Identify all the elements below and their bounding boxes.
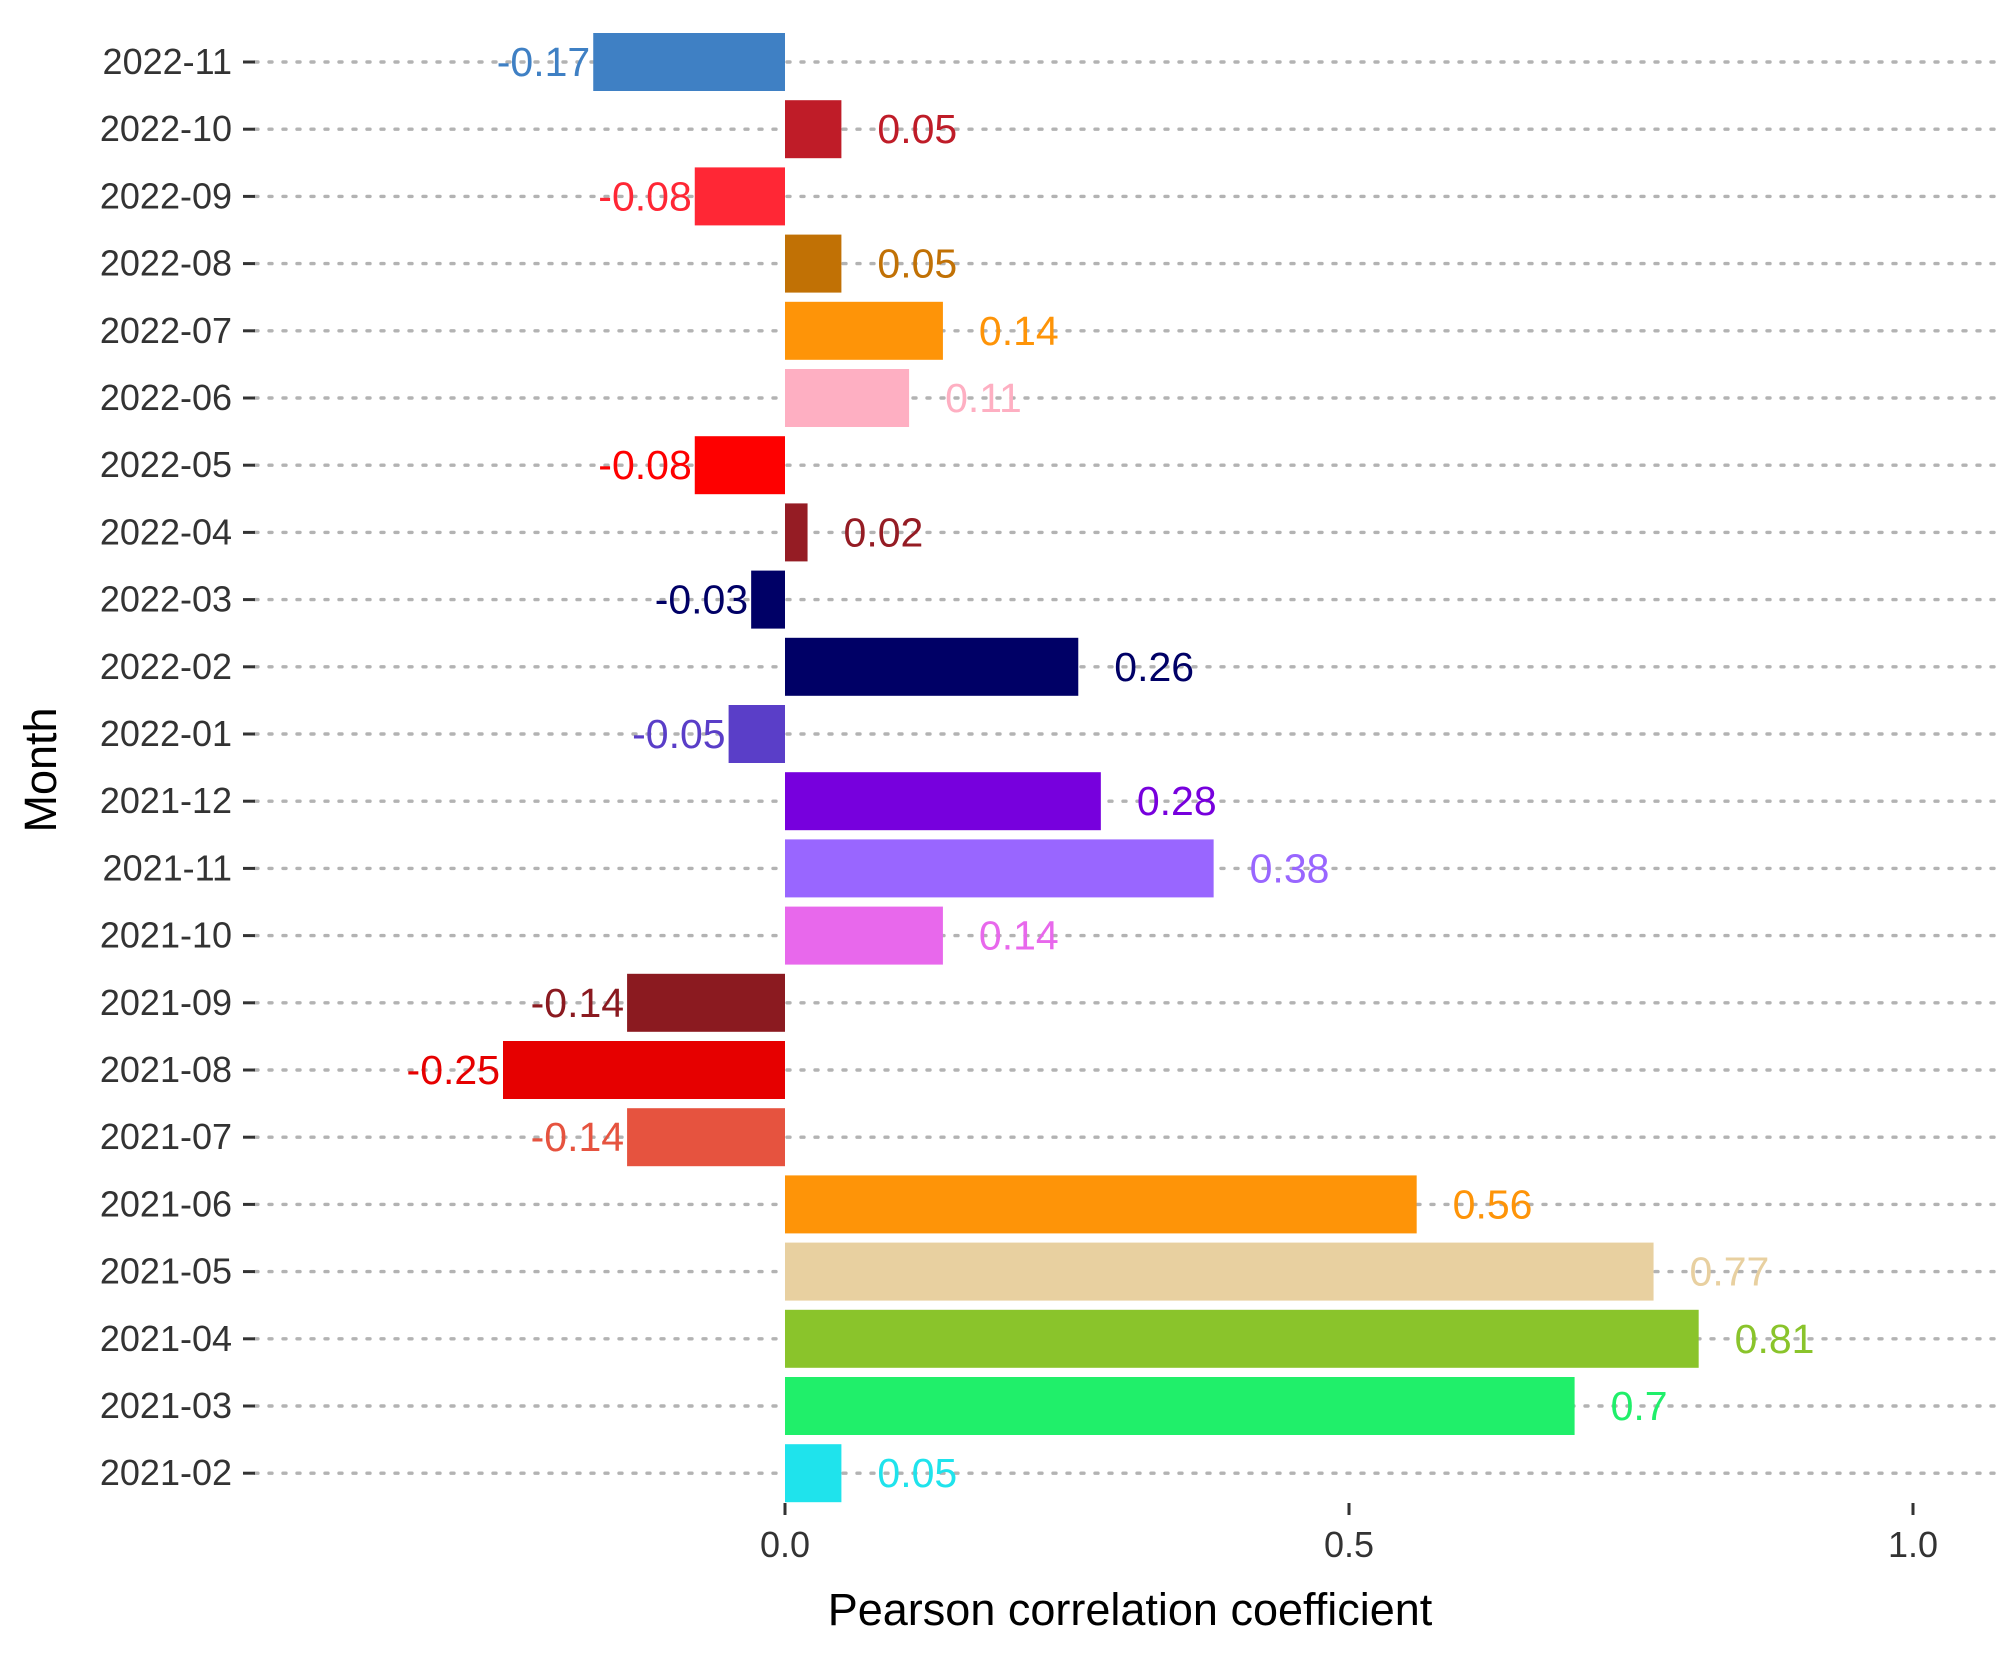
- bar-2021-04: [785, 1309, 1699, 1368]
- data-label-2022-10: 0.05: [877, 106, 957, 152]
- data-label-2021-03: 0.7: [1611, 1383, 1668, 1429]
- y-tick-label-2021-12: 2021-12: [100, 780, 232, 821]
- bar-2021-03: [785, 1377, 1575, 1435]
- y-tick-label-2022-06: 2022-06: [100, 377, 232, 418]
- data-label-2022-05: -0.08: [598, 442, 691, 488]
- bar-2021-07: [627, 1108, 785, 1167]
- data-label-2021-06: 0.56: [1453, 1181, 1533, 1227]
- x-tick-label-1: 0.5: [1324, 1524, 1374, 1565]
- bar-2022-10: [785, 100, 842, 159]
- data-label-2022-01: -0.05: [632, 711, 725, 757]
- data-label-2022-03: -0.03: [655, 577, 748, 623]
- bar-2022-09: [694, 167, 785, 226]
- x-tick-label-0: 0.0: [760, 1524, 810, 1565]
- x-axis-title: Pearson correlation coefficient: [828, 1584, 1433, 1635]
- y-tick-label-2021-11: 2021-11: [103, 847, 232, 888]
- data-label-2022-04: 0.02: [844, 509, 924, 555]
- bar-2022-11: [593, 33, 785, 91]
- data-label-2022-07: 0.14: [979, 308, 1059, 354]
- bar-2021-11: [785, 839, 1214, 898]
- data-label-2021-05: 0.77: [1690, 1249, 1770, 1295]
- data-label-2022-11: -0.17: [497, 39, 590, 85]
- y-tick-label-2022-05: 2022-05: [100, 444, 232, 485]
- y-tick-label-2022-11: 2022-11: [103, 41, 232, 82]
- y-tick-label-2022-07: 2022-07: [100, 310, 232, 351]
- bar-2021-06: [785, 1175, 1417, 1234]
- y-axis-title: Month: [15, 707, 66, 832]
- data-label-2021-11: 0.38: [1250, 845, 1330, 891]
- data-label-2021-12: 0.28: [1137, 778, 1217, 824]
- y-tick-label-2021-07: 2021-07: [100, 1116, 232, 1157]
- data-label-2022-06: 0.11: [945, 375, 1022, 421]
- y-axis: 2021-02 2021-03 2021-04 2021-05 2021-06 2021-…: [100, 41, 255, 1493]
- bar-2022-06: [785, 369, 910, 427]
- data-label-2022-08: 0.05: [877, 241, 957, 287]
- data-label-2021-10: 0.14: [979, 913, 1059, 959]
- y-tick-label-2021-05: 2021-05: [100, 1251, 232, 1292]
- y-tick-label-2022-01: 2022-01: [100, 713, 232, 754]
- bar-2021-12: [785, 772, 1101, 831]
- bar-2021-08: [503, 1041, 785, 1099]
- y-tick-label-2021-09: 2021-09: [100, 982, 232, 1023]
- y-tick-label-2021-02: 2021-02: [100, 1452, 232, 1493]
- y-tick-label-2021-04: 2021-04: [100, 1318, 232, 1359]
- data-label-2021-04: 0.81: [1735, 1316, 1815, 1362]
- data-label-2021-07: -0.14: [531, 1114, 624, 1160]
- bar-2022-04: [785, 503, 808, 562]
- y-tick-label-2022-03: 2022-03: [100, 579, 232, 620]
- bar-2022-05: [694, 436, 785, 495]
- bar-2022-01: [728, 705, 785, 763]
- bar-2022-08: [785, 234, 842, 293]
- y-tick-label-2021-08: 2021-08: [100, 1049, 232, 1090]
- data-label-2022-09: -0.08: [598, 173, 691, 219]
- data-label-2021-09: -0.14: [531, 980, 624, 1026]
- data-label-2021-02: 0.05: [877, 1450, 957, 1496]
- bars: [503, 33, 1699, 1503]
- data-labels: 0.05 0.7 0.81 0.77 0.56 -0.14 -0.25 -0.14 0.14 0.…: [407, 39, 1815, 1496]
- data-label-2021-08: -0.25: [407, 1047, 500, 1093]
- bar-2021-05: [785, 1242, 1654, 1301]
- bar-2022-02: [785, 637, 1079, 696]
- x-axis: 0.0 0.5 1.0: [760, 1503, 1938, 1565]
- x-tick-label-2: 1.0: [1888, 1524, 1938, 1565]
- bar-2022-07: [785, 301, 943, 360]
- y-tick-label-2022-04: 2022-04: [100, 511, 232, 552]
- y-tick-label-2021-06: 2021-06: [100, 1183, 232, 1224]
- bar-2022-03: [751, 570, 785, 629]
- bar-2021-09: [627, 973, 785, 1032]
- y-tick-label-2022-10: 2022-10: [100, 108, 232, 149]
- y-tick-label-2022-08: 2022-08: [100, 243, 232, 284]
- y-tick-label-2021-10: 2021-10: [100, 915, 232, 956]
- bar-2021-10: [785, 906, 943, 965]
- y-tick-label-2022-09: 2022-09: [100, 175, 232, 216]
- y-tick-label-2021-03: 2021-03: [100, 1385, 232, 1426]
- bar-2021-02: [785, 1444, 842, 1503]
- data-label-2022-02: 0.26: [1114, 644, 1194, 690]
- y-tick-label-2022-02: 2022-02: [100, 646, 232, 687]
